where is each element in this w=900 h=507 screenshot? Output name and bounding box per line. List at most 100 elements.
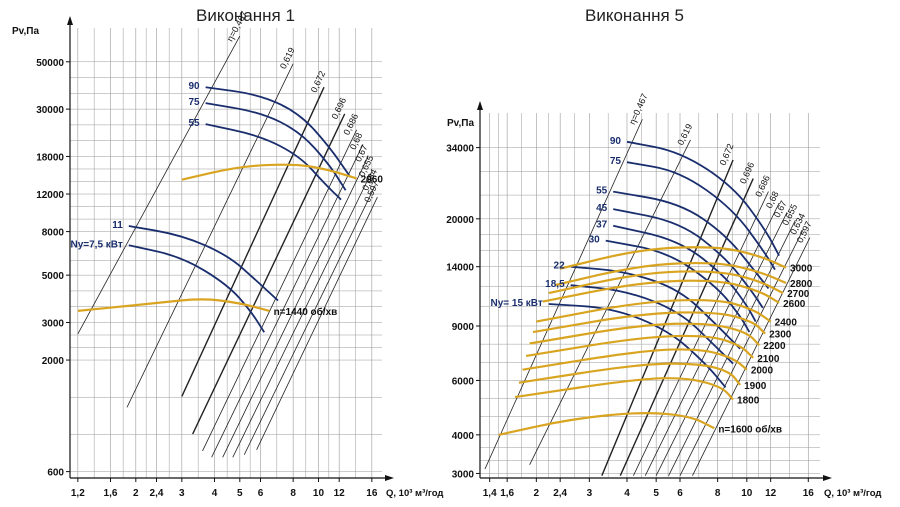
fan-curve [128,244,265,333]
speed-curve-label: 2800 [790,279,813,290]
y-tick-label: 20000 [446,215,474,226]
x-tick-label: 10 [313,488,325,499]
efficiency-line [619,178,754,476]
speed-curve-label: 1900 [744,381,767,392]
speed-curve [542,279,780,304]
fan-curve-label: Ny= 15 кВт [491,298,543,309]
fan-curve [626,140,780,257]
x-axis-arrow [823,475,832,481]
x-tick-label: 6 [677,488,683,499]
x-tick-label: 2 [534,488,540,499]
efficiency-label: 0,696 [329,96,348,121]
chart-title-right: Виконання 5 [585,6,684,25]
efficiency-line [222,156,369,458]
y-tick-label: 6000 [452,376,475,387]
speed-curve-label: 2100 [757,354,780,365]
y-tick-label: 2000 [42,356,65,367]
curves [498,140,787,436]
speed-curve-label: 1800 [737,396,760,407]
chart-title-left: Виконання 1 [196,6,295,25]
y-tick-label: 3000 [452,469,475,480]
efficiency-line [181,86,325,397]
y-tick-label: 30000 [36,105,64,116]
speed-curve [532,311,766,335]
y-tick-label: 9000 [452,322,475,333]
x-axis-label: Q, 10³ м³/год [824,488,881,499]
efficiency-label: 0,619 [278,46,297,71]
speed-curve-label: 2200 [763,341,786,352]
efficiency-label: 0,619 [675,122,694,147]
y-tick-label: 600 [47,468,64,479]
x-tick-label: 1,4 [483,488,497,499]
x-tick-label: 5 [237,488,243,499]
efficiency-line [126,63,294,408]
fan-curve-label: Ny=7,5 кВт [70,239,122,250]
speed-curve [181,163,357,181]
fan-curve-label: 75 [189,97,201,108]
speed-curve-label: 2600 [783,299,806,310]
x-tick-label: 1,6 [104,488,118,499]
efficiency-label: 0,672 [309,69,327,94]
y-tick-label: 5000 [42,271,65,282]
y-axis-arrow [67,16,73,25]
y-tick-label: 34000 [446,144,474,155]
fan-curve [613,190,770,290]
efficiency-line [77,35,241,335]
speed-curve [525,334,754,359]
efficiency-line [211,144,364,458]
efficiency-label: 0,696 [738,161,756,186]
efficiency-line [679,229,804,476]
fan-curve-label: 90 [189,81,201,92]
speed-curve [77,298,270,312]
y-tick-label: 50000 [36,58,64,69]
efficiency-line [601,159,734,476]
x-tick-label: 3 [179,488,185,499]
x-tick-label: 8 [715,488,721,499]
y-tick-label: 8000 [42,228,65,239]
y-tick-label: 18000 [36,152,64,163]
fan-curve-label: 75 [610,156,622,167]
x-tick-label: 5 [653,488,659,499]
x-tick-label: 12 [765,488,777,499]
x-axis-arrow [385,475,394,481]
chart-panel-right: 1,4 1,6 2 2,4 3 4 5 6 8 10 12 163000400060009000140… [446,92,881,499]
speed-curve [522,348,748,371]
speed-curve [518,362,741,386]
speed-curve [559,246,787,270]
efficiency-line [232,171,373,458]
efficiency-line [202,129,358,452]
fan-curve-label: 11 [112,220,123,231]
fan-curve-label: 30 [589,235,601,246]
x-tick-label: 1,2 [71,488,85,499]
speed-curve [548,270,784,295]
speed-curve-label: 2700 [787,289,810,300]
y-tick-label: 14000 [446,263,474,274]
curves [77,86,357,333]
fan-curve-label: 55 [189,118,201,129]
speed-curve-label: n=1440 об/хв [274,306,338,318]
y-tick-label: 12000 [36,190,64,201]
speed-curve-label: 2000 [751,366,774,377]
fan-curve [128,225,279,302]
speed-curve-label: n=1600 об/хв [718,423,782,435]
efficiency-line [529,139,691,465]
efficiency-label: η=0,467 [225,9,249,43]
x-tick-label: 12 [334,488,346,499]
y-axis-arrow [477,101,483,110]
speed-curve [536,298,772,323]
y-tick-label: 3000 [42,318,65,329]
x-axis-label: Q, 10³ м³/год [386,488,443,499]
x-tick-label: 3 [587,488,593,499]
fan-curve [613,224,757,323]
fan-curve [205,123,342,201]
y-tick-label: 4000 [452,431,475,442]
fan-curve [605,239,751,333]
x-tick-label: 16 [366,488,378,499]
x-tick-label: 2 [133,488,139,499]
x-tick-label: 8 [290,488,296,499]
speed-curve-label: 2300 [769,330,792,341]
fan-curve [205,102,347,191]
x-tick-label: 2,4 [150,488,164,499]
efficiency-line [484,119,643,470]
